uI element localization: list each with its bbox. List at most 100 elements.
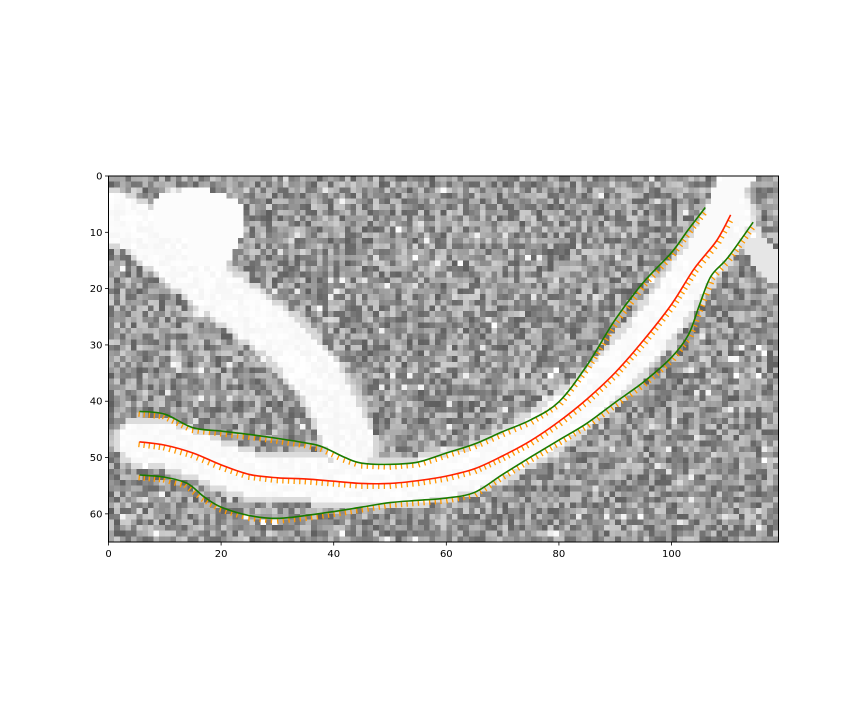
y-axis: 0 10 20 30 40 50 60 [90,172,109,520]
centerline-normal-tick [502,455,506,461]
centerline-series [138,214,733,489]
centerline-normal-tick [697,263,703,269]
lower-boundary-normal-tick [191,489,197,495]
upper-boundary-normal-tick [342,457,346,463]
upper-boundary-normal-tick [659,264,664,270]
lower-boundary-normal-tick [304,515,307,522]
x-axis: 0 20 40 60 80 100 [105,542,681,560]
centerline-normal-tick [530,440,535,446]
centerline-normal-tick [153,443,156,450]
lower-boundary-normal-ticks [138,226,755,524]
upper-boundary-normal-tick [270,437,273,444]
upper-boundary-normal-tick [654,269,660,274]
upper-boundary-normal-tick [330,451,335,458]
lower-boundary-normal-tick [710,275,716,281]
vessel-image-raster [108,176,779,542]
upper-boundary-normal-tick [650,273,656,279]
centerline-normal-tick [614,372,620,377]
upper-boundary-normal-tick [586,364,593,369]
lower-boundary-normal-tick [558,439,563,446]
upper-boundary-normal-tick [671,252,677,257]
y-tick-label: 0 [96,172,102,183]
upper-boundary-normal-tick [158,413,161,420]
x-tick-label: 0 [105,549,111,560]
lower-boundary-normal-tick [727,257,733,262]
lower-boundary-normal-tick [168,478,172,485]
upper-boundary-normal-tick [247,434,250,440]
upper-boundary-normal-tick [264,436,267,443]
centerline-normal-tick [148,443,151,449]
centerline-normal-tick [682,286,688,291]
centerline-normal-tick [247,474,250,480]
lower-boundary-normal-tick [372,505,375,511]
upper-boundary-normal-tick [236,433,239,439]
centerline-normal-tick [716,240,722,244]
lower-boundary-normal-tick [383,503,386,510]
upper-boundary-normal-tick [639,286,645,291]
centerline-line [139,214,732,485]
upper-boundary-normal-tick [253,435,256,441]
upper-boundary-normal-tick [606,332,612,337]
lower-boundary-normal-tick [349,508,353,515]
lower-boundary-normal-tick [321,513,324,519]
upper-boundary-line [139,207,706,466]
upper-boundary-normal-tick [621,309,628,315]
centerline-normal-tick [218,464,222,471]
centerline-normal-tick [685,281,691,286]
lower-boundary-normal-tick [316,513,319,520]
y-tick-label: 30 [90,340,103,351]
lower-boundary-normal-tick [276,518,279,524]
lower-boundary-normal-tick [619,398,624,404]
lower-boundary-normal-tick [516,465,521,471]
lower-boundary-normal-tick [502,474,507,480]
upper-boundary-normal-tick [314,445,318,452]
upper-boundary-normal-tick [231,432,234,438]
upper-boundary-normal-tick [473,443,478,450]
upper-boundary-normal-tick [451,451,455,457]
upper-boundary-normal-tick [490,436,495,442]
lower-boundary-normal-tick [511,468,516,474]
lower-boundary-normal-tick [586,422,591,428]
centerline-normal-tick [201,457,205,464]
upper-boundary-normal-tick [171,418,175,424]
upper-boundary-normal-tick [530,419,535,425]
lower-boundary-normal-tick [701,298,708,302]
lower-boundary-normal-tick [548,445,553,451]
upper-boundary-normal-tick [701,211,707,216]
grayscale-image [108,176,779,542]
lower-boundary-normal-tick [563,436,567,443]
upper-boundary-normal-tick [440,454,443,461]
upper-boundary-normal-tick [143,411,146,418]
lower-boundary-normal-tick [544,448,549,454]
lower-boundary-normal-tick [553,442,558,448]
lower-boundary-normal-tick [605,408,610,415]
upper-boundary-normal-tick [325,449,329,455]
upper-boundary-normal-tick [496,433,500,440]
lower-boundary-normal-tick [344,509,347,516]
lower-boundary-normal-tick [366,506,370,512]
lower-boundary-normal-tick [162,477,166,483]
lower-boundary-normal-tick [196,493,201,499]
upper-boundary-normal-tick [191,427,194,434]
lower-boundary-normal-tick [697,308,704,312]
lower-boundary-normal-tick [706,286,712,291]
upper-boundary-normal-tick [628,300,635,305]
lower-boundary-series [138,221,755,524]
upper-boundary-normal-tick [558,401,564,406]
centerline-normal-tick [704,254,711,259]
upper-boundary-normal-tick [502,431,506,437]
upper-boundary-normal-tick [612,323,618,328]
lower-boundary-normal-tick [671,356,677,362]
centerline-normal-tick [688,277,694,282]
lower-boundary-normal-tick [525,459,530,465]
lower-boundary-normal-tick [200,496,205,503]
lower-boundary-normal-tick [642,381,648,387]
centerline-normal-tick [168,446,172,453]
upper-boundary-normal-tick [618,314,624,319]
upper-boundary-normal-tick [242,433,245,440]
upper-boundary-normal-tick [600,341,607,346]
upper-boundary-normal-tick [632,295,638,301]
upper-boundary-normal-tick [635,291,642,296]
x-tick-label: 80 [553,549,566,560]
lower-boundary-normal-tick [378,504,381,510]
